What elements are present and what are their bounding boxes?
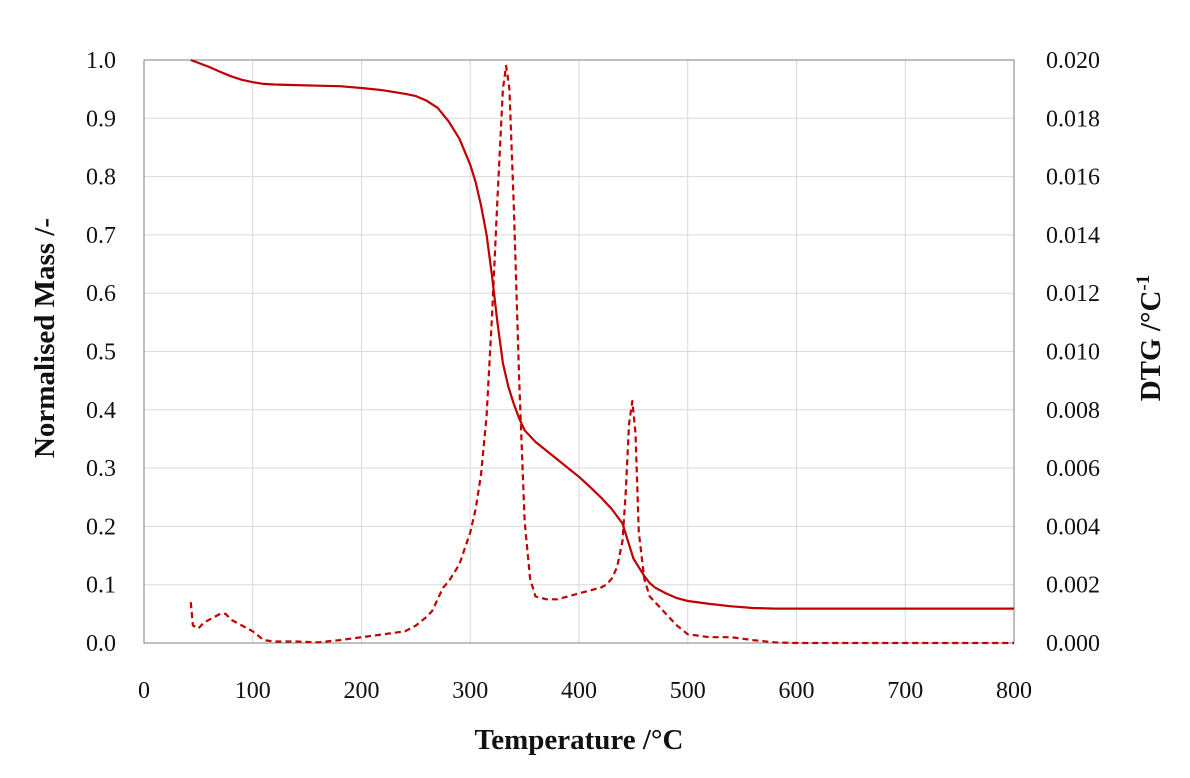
x-tick-label: 800 — [996, 678, 1032, 704]
x-tick-label: 500 — [670, 678, 706, 704]
x-tick-label: 300 — [452, 678, 488, 704]
dtg-curve — [189, 64, 1014, 645]
y2-tick-label: 0.006 — [1046, 456, 1100, 482]
y2-tick-label: 0.000 — [1046, 631, 1100, 657]
y-tick-label: 0.1 — [86, 573, 116, 599]
y2-tick-label: 0.008 — [1046, 398, 1100, 424]
y2-tick-label: 0.010 — [1046, 340, 1100, 366]
y-tick-label: 0.5 — [86, 340, 116, 366]
y2-axis-title-superscript: -1 — [1133, 275, 1154, 291]
y2-tick-label: 0.004 — [1046, 514, 1100, 540]
y2-tick-label: 0.018 — [1046, 106, 1100, 132]
y-tick-label: 0.4 — [86, 398, 116, 424]
y-axis-tick-labels: 0.0 0.1 0.2 0.3 0.4 0.5 0.6 0.7 0.8 0.9 1.0 — [86, 48, 116, 657]
y2-tick-label: 0.020 — [1046, 48, 1100, 74]
y2-tick-label: 0.014 — [1046, 223, 1100, 249]
y-tick-label: 0.8 — [86, 165, 116, 191]
y-tick-label: 0.7 — [86, 223, 116, 249]
data-curves — [189, 58, 1014, 645]
y-tick-label: 0.0 — [86, 631, 116, 657]
y2-axis-title-main: DTG /°C — [1135, 291, 1167, 402]
x-tick-label: 200 — [344, 678, 380, 704]
y-tick-label: 0.2 — [86, 514, 116, 540]
y2-tick-label: 0.016 — [1046, 165, 1100, 191]
y2-axis-title: DTG /°C-1 — [1133, 275, 1167, 402]
x-tick-label: 700 — [887, 678, 923, 704]
x-tick-label: 600 — [779, 678, 815, 704]
y-axis-title: Normalised Mass /- — [29, 218, 61, 458]
y2-tick-label: 0.012 — [1046, 281, 1100, 307]
x-tick-label: 100 — [235, 678, 271, 704]
y2-axis-tick-labels: 0.000 0.002 0.004 0.006 0.008 0.010 0.012 0.014… — [1046, 48, 1100, 657]
gridlines — [143, 59, 1015, 644]
x-axis-tick-labels: 0 100 200 300 400 500 600 700 800 — [138, 678, 1032, 704]
x-axis-title: Temperature /°C — [475, 724, 684, 756]
y-tick-label: 0.3 — [86, 456, 116, 482]
normalised-mass-curve — [190, 58, 1014, 610]
y2-tick-label: 0.002 — [1046, 573, 1100, 599]
x-tick-label: 0 — [138, 678, 150, 704]
y-tick-label: 0.9 — [86, 106, 116, 132]
y-tick-label: 0.6 — [86, 281, 116, 307]
x-tick-label: 400 — [561, 678, 597, 704]
y-tick-label: 1.0 — [86, 48, 116, 74]
plot-area-frame — [143, 59, 1015, 644]
